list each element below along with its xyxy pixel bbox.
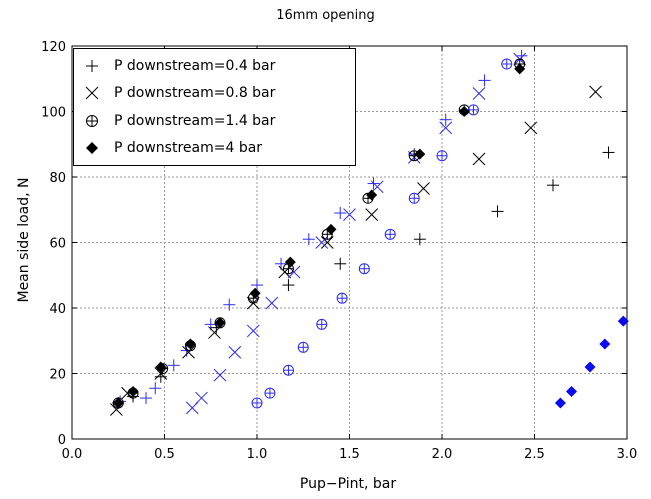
data-point	[408, 192, 420, 204]
data-point	[524, 121, 538, 135]
data-point	[584, 361, 596, 373]
y-axis-label: Mean side load, N	[16, 177, 32, 303]
data-point	[251, 397, 263, 409]
data-point	[112, 397, 124, 409]
x-tick-label: 0.0	[62, 447, 83, 462]
data-point	[589, 85, 602, 99]
data-point	[501, 58, 513, 70]
legend-label: P downstream=1.4 bar	[114, 113, 276, 129]
data-point	[458, 106, 470, 117]
data-point	[370, 180, 384, 194]
data-point	[343, 208, 356, 222]
data-point	[208, 326, 221, 339]
data-point	[228, 345, 242, 359]
legend-item-0-4-bar: P downstream=0.4 bar	[74, 55, 275, 77]
data-point	[246, 324, 260, 338]
data-point	[284, 256, 296, 268]
data-point	[358, 263, 370, 275]
x-tick-label: 0.5	[154, 447, 175, 462]
data-point	[417, 182, 430, 195]
data-point	[514, 63, 526, 75]
diamond-marker-icon	[74, 137, 114, 159]
plus-marker-icon	[74, 55, 114, 77]
data-point	[167, 359, 180, 372]
data-point	[325, 223, 337, 235]
y-tick-label: 0	[58, 433, 66, 448]
data-point	[566, 386, 577, 398]
data-point	[282, 364, 294, 376]
data-point	[365, 208, 379, 222]
legend-item-1-4-bar: P downstream=1.4 bar	[74, 110, 275, 132]
data-point	[282, 279, 295, 292]
data-point	[265, 296, 279, 310]
y-tick-label: 80	[49, 171, 66, 186]
data-point	[491, 205, 504, 218]
data-point	[472, 87, 486, 100]
data-point	[127, 386, 139, 398]
data-point	[366, 189, 378, 201]
data-point	[334, 257, 347, 270]
circle-plus-marker-icon	[74, 110, 114, 132]
data-point	[264, 387, 276, 399]
data-point	[149, 382, 162, 395]
y-tick-label: 120	[41, 40, 66, 55]
data-point	[249, 287, 261, 299]
data-point	[213, 368, 227, 382]
data-point	[302, 233, 315, 246]
data-point	[297, 341, 309, 353]
data-point	[287, 265, 301, 279]
data-point	[554, 397, 566, 409]
data-point	[155, 361, 167, 373]
x-tick-label: 1.0	[247, 447, 268, 462]
data-point	[413, 233, 426, 246]
legend-item-4-bar: P downstream=4 bar	[74, 137, 262, 159]
legend-item-0-8-bar: P downstream=0.8 bar	[74, 82, 275, 104]
x-tick-label: 3.0	[617, 447, 638, 462]
data-point	[414, 148, 426, 160]
chart-title: 16mm opening	[276, 8, 375, 23]
axes: 0.0 0.5 1.0 1.5 2.0 2.5 3.0 0 20 40 60 80 100 120	[41, 40, 637, 462]
data-point	[195, 391, 208, 405]
x-tick-label: 2.5	[524, 447, 545, 462]
plot-frame	[71, 45, 628, 440]
data-point	[478, 74, 491, 87]
y-tick-label: 100	[41, 106, 66, 121]
legend-label: P downstream=0.4 bar	[114, 58, 276, 74]
data-point	[336, 292, 348, 304]
data-points	[110, 49, 629, 416]
x-tick-label: 2.0	[432, 447, 453, 462]
data-point	[316, 318, 328, 330]
data-point	[214, 317, 226, 329]
data-point	[547, 179, 559, 192]
legend: P downstream=0.4 bar P downstream=0.8 ba…	[73, 48, 356, 166]
data-point	[315, 236, 329, 249]
legend-label: P downstream=0.8 bar	[114, 85, 276, 101]
data-point	[439, 121, 453, 135]
data-point	[251, 279, 263, 292]
x-axis-label: Pup−Pint, bar	[299, 476, 397, 492]
cross-marker-icon	[74, 82, 114, 104]
data-point	[140, 392, 152, 405]
data-point	[599, 338, 611, 350]
data-point	[223, 298, 236, 311]
y-tick-label: 60	[49, 237, 66, 252]
y-tick-label: 40	[49, 302, 66, 317]
x-tick-label: 1.5	[339, 447, 360, 462]
data-point	[334, 207, 347, 220]
y-tick-label: 20	[49, 368, 66, 383]
data-point	[182, 345, 195, 359]
legend-label: P downstream=4 bar	[114, 140, 263, 156]
data-point	[602, 146, 615, 159]
data-point	[467, 104, 479, 116]
data-point	[617, 315, 629, 327]
data-point	[472, 152, 486, 166]
data-point	[436, 150, 448, 162]
data-point	[439, 113, 452, 126]
data-point	[384, 228, 396, 240]
data-point	[320, 236, 334, 249]
data-point	[184, 338, 196, 350]
